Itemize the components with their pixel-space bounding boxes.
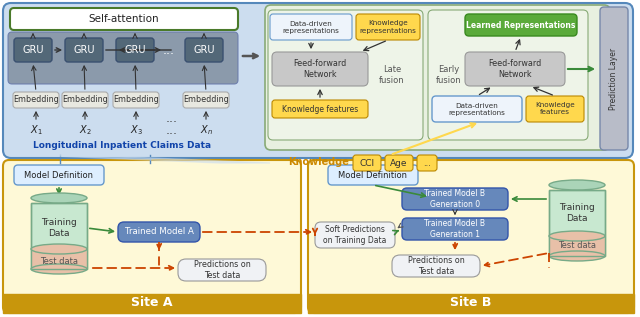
Ellipse shape bbox=[549, 231, 605, 241]
FancyBboxPatch shape bbox=[465, 52, 565, 86]
Bar bbox=[31, 203, 87, 269]
FancyBboxPatch shape bbox=[308, 160, 634, 313]
FancyBboxPatch shape bbox=[113, 92, 159, 108]
Ellipse shape bbox=[31, 244, 87, 254]
FancyBboxPatch shape bbox=[65, 38, 103, 62]
FancyBboxPatch shape bbox=[356, 14, 420, 40]
FancyBboxPatch shape bbox=[8, 32, 238, 84]
Text: Feed-forward
Network: Feed-forward Network bbox=[488, 59, 541, 79]
FancyBboxPatch shape bbox=[272, 52, 368, 86]
FancyBboxPatch shape bbox=[3, 3, 633, 158]
Text: CCI: CCI bbox=[360, 158, 374, 167]
FancyBboxPatch shape bbox=[183, 92, 229, 108]
FancyBboxPatch shape bbox=[14, 38, 52, 62]
Text: Self-attention: Self-attention bbox=[89, 14, 159, 24]
FancyBboxPatch shape bbox=[392, 255, 480, 277]
FancyBboxPatch shape bbox=[428, 10, 588, 140]
FancyBboxPatch shape bbox=[272, 100, 368, 118]
Text: Site A: Site A bbox=[131, 296, 173, 309]
Text: Embedding: Embedding bbox=[183, 95, 229, 105]
Text: GRU: GRU bbox=[124, 45, 146, 55]
FancyBboxPatch shape bbox=[600, 7, 628, 150]
FancyBboxPatch shape bbox=[185, 38, 223, 62]
FancyBboxPatch shape bbox=[3, 160, 301, 313]
Text: GRU: GRU bbox=[22, 45, 44, 55]
Bar bbox=[549, 190, 605, 256]
FancyBboxPatch shape bbox=[14, 165, 104, 185]
FancyBboxPatch shape bbox=[265, 5, 610, 150]
Text: Late
fusion: Late fusion bbox=[379, 65, 405, 85]
Text: Data-driven
representations: Data-driven representations bbox=[283, 21, 339, 34]
Text: ...: ... bbox=[163, 43, 175, 56]
Bar bbox=[3, 294, 301, 313]
FancyBboxPatch shape bbox=[268, 10, 423, 140]
FancyBboxPatch shape bbox=[328, 165, 418, 185]
FancyBboxPatch shape bbox=[116, 38, 154, 62]
Text: Site B: Site B bbox=[451, 296, 492, 309]
Text: Soft Predictions
on Training Data: Soft Predictions on Training Data bbox=[323, 225, 387, 245]
Text: ...: ... bbox=[166, 124, 178, 137]
Text: Data-driven
representations: Data-driven representations bbox=[449, 102, 506, 115]
Text: Training
Data: Training Data bbox=[559, 203, 595, 223]
FancyBboxPatch shape bbox=[315, 222, 395, 248]
Text: Feed-forward
Network: Feed-forward Network bbox=[293, 59, 347, 79]
FancyBboxPatch shape bbox=[402, 218, 508, 240]
Bar bbox=[31, 203, 87, 269]
FancyBboxPatch shape bbox=[178, 259, 266, 281]
Text: Early
fusion: Early fusion bbox=[436, 65, 461, 85]
Text: ...: ... bbox=[166, 112, 178, 125]
FancyBboxPatch shape bbox=[526, 96, 584, 122]
Text: Longitudinal Inpatient Claims Data: Longitudinal Inpatient Claims Data bbox=[33, 140, 211, 150]
Text: $X_n$: $X_n$ bbox=[200, 123, 212, 137]
Text: ...: ... bbox=[423, 158, 431, 167]
Text: Age: Age bbox=[390, 158, 408, 167]
Text: Test data: Test data bbox=[40, 256, 78, 266]
Text: Trained Model B
Generation 1: Trained Model B Generation 1 bbox=[424, 219, 486, 239]
Ellipse shape bbox=[31, 193, 87, 203]
FancyBboxPatch shape bbox=[465, 14, 577, 36]
FancyBboxPatch shape bbox=[270, 14, 352, 40]
Text: Test data: Test data bbox=[558, 242, 596, 250]
Text: Knowledge features: Knowledge features bbox=[282, 105, 358, 113]
Text: Model Definition: Model Definition bbox=[339, 171, 408, 179]
FancyBboxPatch shape bbox=[353, 155, 381, 171]
Ellipse shape bbox=[549, 251, 605, 261]
Bar bbox=[549, 236, 605, 256]
Text: $X_2$: $X_2$ bbox=[79, 123, 92, 137]
Text: Learned Representations: Learned Representations bbox=[467, 21, 576, 29]
Text: Prediction Layer: Prediction Layer bbox=[609, 48, 618, 110]
Text: Embedding: Embedding bbox=[113, 95, 159, 105]
FancyBboxPatch shape bbox=[13, 92, 59, 108]
FancyBboxPatch shape bbox=[10, 8, 238, 30]
Bar bbox=[31, 249, 87, 269]
Text: $X_1$: $X_1$ bbox=[29, 123, 42, 137]
Text: Trained Model B
Generation 0: Trained Model B Generation 0 bbox=[424, 189, 486, 209]
Text: Model Definition: Model Definition bbox=[24, 171, 93, 179]
FancyBboxPatch shape bbox=[385, 155, 413, 171]
Text: GRU: GRU bbox=[193, 45, 215, 55]
Ellipse shape bbox=[31, 264, 87, 274]
Text: Embedding: Embedding bbox=[13, 95, 59, 105]
Text: Knowledge: Knowledge bbox=[288, 157, 349, 167]
Bar bbox=[308, 294, 634, 313]
Ellipse shape bbox=[549, 180, 605, 190]
Text: Knowledge
features: Knowledge features bbox=[535, 102, 575, 115]
FancyBboxPatch shape bbox=[417, 155, 437, 171]
FancyBboxPatch shape bbox=[432, 96, 522, 122]
Bar bbox=[549, 190, 605, 256]
Text: Predictions on
Test data: Predictions on Test data bbox=[408, 256, 465, 276]
Text: Training
Data: Training Data bbox=[41, 218, 77, 238]
FancyBboxPatch shape bbox=[402, 188, 508, 210]
Text: Trained Model A: Trained Model A bbox=[125, 228, 193, 236]
Text: Embedding: Embedding bbox=[62, 95, 108, 105]
Text: $X_3$: $X_3$ bbox=[129, 123, 143, 137]
FancyBboxPatch shape bbox=[118, 222, 200, 242]
Text: GRU: GRU bbox=[73, 45, 95, 55]
Text: Knowledge
representations: Knowledge representations bbox=[360, 21, 417, 34]
Text: Predictions on
Test data: Predictions on Test data bbox=[194, 260, 250, 280]
Polygon shape bbox=[30, 155, 270, 163]
FancyBboxPatch shape bbox=[62, 92, 108, 108]
